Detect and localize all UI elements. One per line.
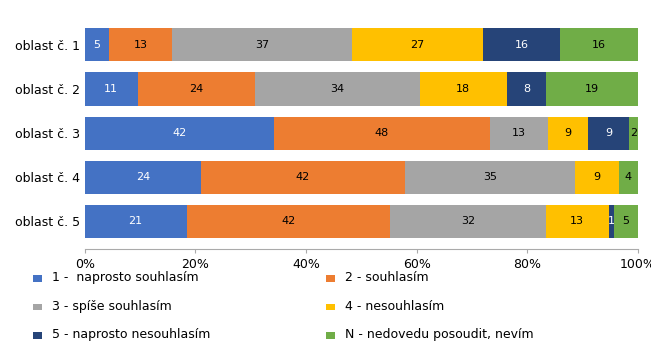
Text: 9: 9: [564, 128, 572, 138]
Bar: [405, 161, 575, 194]
Bar: [391, 205, 546, 238]
Text: 24: 24: [136, 172, 150, 182]
Text: 8: 8: [523, 84, 530, 94]
Text: 11: 11: [104, 84, 118, 94]
Text: 1: 1: [608, 217, 615, 226]
Text: 9: 9: [605, 128, 613, 138]
Text: 35: 35: [483, 172, 497, 182]
Text: 9: 9: [593, 172, 600, 182]
Bar: [507, 72, 546, 105]
Text: 2: 2: [630, 128, 637, 138]
Bar: [201, 161, 405, 194]
Text: 3 - spíše souhlasím: 3 - spíše souhlasím: [52, 300, 172, 312]
Text: 24: 24: [189, 84, 203, 94]
Text: 13: 13: [133, 40, 147, 50]
Bar: [85, 72, 138, 105]
Bar: [255, 72, 419, 105]
Bar: [609, 205, 614, 238]
Text: 2 - souhlasím: 2 - souhlasím: [345, 271, 428, 284]
Bar: [548, 116, 589, 150]
Text: 32: 32: [461, 217, 475, 226]
Text: 1 -  naprosto souhlasím: 1 - naprosto souhlasím: [52, 271, 199, 284]
Bar: [589, 116, 629, 150]
Text: 21: 21: [128, 217, 143, 226]
Text: 16: 16: [514, 40, 529, 50]
Text: 4: 4: [625, 172, 632, 182]
Text: 19: 19: [585, 84, 599, 94]
Text: 5 - naprosto nesouhlasím: 5 - naprosto nesouhlasím: [52, 328, 210, 341]
Text: 16: 16: [592, 40, 606, 50]
Text: 18: 18: [456, 84, 470, 94]
Text: 5: 5: [93, 40, 100, 50]
Bar: [352, 28, 482, 61]
Bar: [575, 161, 618, 194]
Bar: [85, 116, 273, 150]
Bar: [273, 116, 490, 150]
Text: 27: 27: [410, 40, 424, 50]
Bar: [561, 28, 638, 61]
Bar: [618, 161, 638, 194]
Bar: [419, 72, 507, 105]
Bar: [482, 28, 561, 61]
Bar: [546, 205, 609, 238]
Bar: [138, 72, 255, 105]
Text: 42: 42: [281, 217, 296, 226]
Bar: [85, 28, 109, 61]
Text: N - nedovedu posoudit, nevím: N - nedovedu posoudit, nevím: [345, 328, 534, 341]
Text: 42: 42: [172, 128, 186, 138]
Bar: [490, 116, 548, 150]
Text: 42: 42: [296, 172, 310, 182]
Text: 4 - nesouhlasím: 4 - nesouhlasím: [345, 300, 444, 312]
Bar: [614, 205, 638, 238]
Bar: [187, 205, 391, 238]
Text: 13: 13: [570, 217, 585, 226]
Bar: [172, 28, 352, 61]
Text: 48: 48: [374, 128, 389, 138]
Bar: [629, 116, 638, 150]
Bar: [85, 205, 187, 238]
Text: 13: 13: [512, 128, 526, 138]
Text: 5: 5: [622, 217, 630, 226]
Bar: [546, 72, 638, 105]
Bar: [85, 161, 201, 194]
Bar: [109, 28, 172, 61]
Text: 37: 37: [255, 40, 269, 50]
Text: 34: 34: [330, 84, 344, 94]
